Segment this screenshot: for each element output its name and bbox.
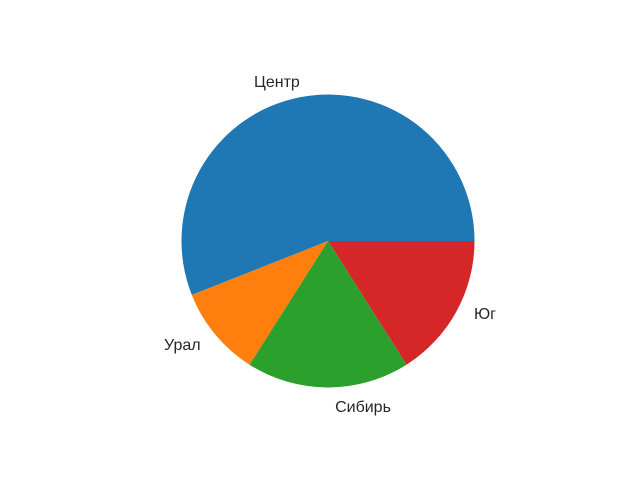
svg-text:Центр: Центр xyxy=(254,74,300,91)
svg-text:Сибирь: Сибирь xyxy=(335,399,391,416)
svg-text:Юг: Юг xyxy=(474,306,496,323)
svg-text:Урал: Урал xyxy=(164,337,201,354)
